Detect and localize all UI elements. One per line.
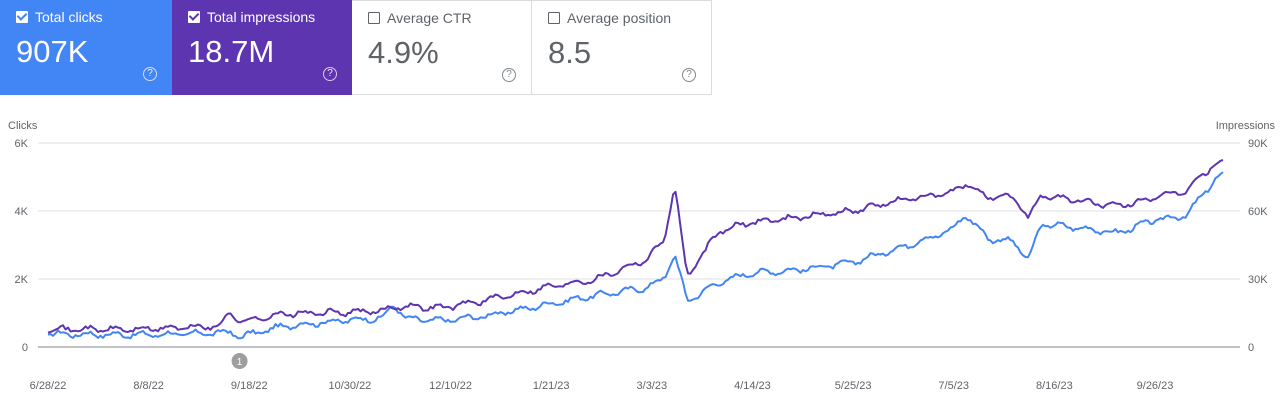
left-tick-label: 4K bbox=[15, 206, 29, 218]
checkbox-unchecked-icon[interactable] bbox=[368, 12, 380, 24]
x-tick-label: 9/18/22 bbox=[231, 380, 268, 392]
x-tick-label: 7/5/23 bbox=[938, 380, 969, 392]
metric-card-total-clicks[interactable]: Total clicks 907K ? bbox=[0, 0, 172, 95]
metric-value: 907K bbox=[16, 34, 89, 69]
metric-value: 4.9% bbox=[368, 35, 439, 70]
annotation-marker[interactable]: 1 bbox=[231, 353, 248, 369]
left-axis-title: Clicks bbox=[8, 120, 38, 132]
annotation-dot[interactable] bbox=[231, 353, 248, 369]
x-tick-label: 8/8/22 bbox=[133, 380, 164, 392]
gridlines bbox=[38, 142, 1240, 348]
series-lines bbox=[47, 159, 1224, 340]
x-tick-label: 8/16/23 bbox=[1036, 380, 1073, 392]
x-tick-label: 5/25/23 bbox=[835, 380, 872, 392]
metric-cards: Total clicks 907K ? Total impressions 18… bbox=[0, 0, 712, 95]
metric-card-average-ctr[interactable]: Average CTR 4.9% ? bbox=[352, 0, 532, 95]
metric-value: 8.5 bbox=[548, 35, 592, 70]
left-tick-label: 6K bbox=[15, 138, 29, 150]
performance-chart[interactable]: Clicks Impressions 0 2K 4K 6K 0 30K 60K 90K 6/… bbox=[0, 95, 1285, 409]
help-icon[interactable]: ? bbox=[323, 67, 337, 81]
right-tick-label: 30K bbox=[1248, 274, 1268, 286]
metric-card-average-position[interactable]: Average position 8.5 ? bbox=[532, 0, 712, 95]
x-axis-ticks: 6/28/22 8/8/22 9/18/22 10/30/22 12/10/22 1/21… bbox=[30, 380, 1174, 392]
left-tick-label: 0 bbox=[22, 342, 28, 354]
metric-card-total-impressions[interactable]: Total impressions 18.7M ? bbox=[172, 0, 352, 95]
series-line-impressions bbox=[47, 159, 1224, 334]
metric-label: Average CTR bbox=[387, 10, 472, 26]
checkbox-unchecked-icon[interactable] bbox=[548, 12, 560, 24]
annotation-label: 1 bbox=[237, 357, 243, 368]
metric-value: 18.7M bbox=[188, 34, 275, 69]
x-tick-label: 6/28/22 bbox=[30, 380, 67, 392]
help-icon[interactable]: ? bbox=[502, 68, 516, 82]
metric-label: Total impressions bbox=[207, 9, 316, 25]
x-tick-label: 9/26/23 bbox=[1137, 380, 1174, 392]
left-tick-label: 2K bbox=[15, 274, 29, 286]
help-icon[interactable]: ? bbox=[143, 67, 157, 81]
x-tick-label: 12/10/22 bbox=[429, 380, 472, 392]
help-icon[interactable]: ? bbox=[682, 68, 696, 82]
right-tick-label: 60K bbox=[1248, 206, 1268, 218]
x-tick-label: 10/30/22 bbox=[328, 380, 371, 392]
checkbox-checked-icon[interactable] bbox=[188, 11, 200, 23]
x-tick-label: 3/3/23 bbox=[637, 380, 668, 392]
checkbox-checked-icon[interactable] bbox=[16, 11, 28, 23]
x-tick-label: 1/21/23 bbox=[533, 380, 570, 392]
x-tick-label: 4/14/23 bbox=[734, 380, 771, 392]
series-line-clicks bbox=[47, 171, 1224, 340]
metric-label: Average position bbox=[567, 10, 672, 26]
metric-label: Total clicks bbox=[35, 9, 103, 25]
right-axis-ticks: 0 30K 60K 90K bbox=[1248, 138, 1268, 354]
right-tick-label: 0 bbox=[1248, 342, 1254, 354]
right-tick-label: 90K bbox=[1248, 138, 1268, 150]
left-axis-ticks: 0 2K 4K 6K bbox=[15, 138, 29, 354]
right-axis-title: Impressions bbox=[1216, 120, 1276, 132]
